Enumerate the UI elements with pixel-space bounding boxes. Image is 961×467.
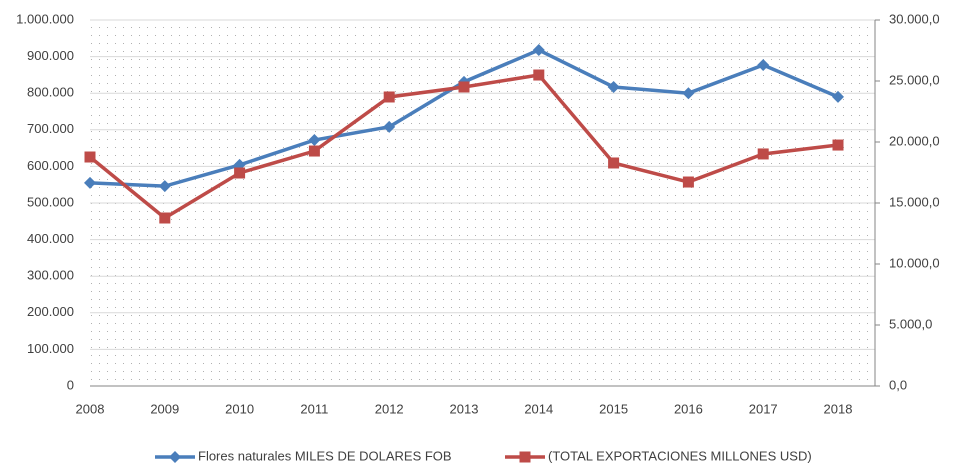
point bbox=[832, 139, 844, 151]
y-tick-label: 900.000 bbox=[27, 48, 74, 63]
point bbox=[158, 180, 171, 193]
x-tick-label: 2012 bbox=[375, 401, 404, 416]
point bbox=[458, 81, 470, 93]
point bbox=[607, 80, 620, 93]
point bbox=[757, 59, 770, 72]
point bbox=[682, 176, 694, 188]
y-tick-label: 200.000 bbox=[27, 304, 74, 319]
point bbox=[84, 151, 96, 163]
y-tick-label: 600.000 bbox=[27, 158, 74, 173]
y-tick-label: 800.000 bbox=[27, 85, 74, 100]
y2-tick-label: 25.000,0 bbox=[889, 72, 940, 87]
point bbox=[308, 145, 320, 157]
x-tick-label: 2015 bbox=[599, 401, 628, 416]
point bbox=[383, 120, 396, 133]
y-tick-label: 100.000 bbox=[27, 341, 74, 356]
y2-tick-label: 0,0 bbox=[889, 377, 907, 392]
point bbox=[159, 212, 171, 224]
y2-tick-label: 10.000,0 bbox=[889, 255, 940, 270]
point bbox=[234, 167, 246, 179]
y-tick-label: 0 bbox=[67, 377, 74, 392]
y-tick-label: 400.000 bbox=[27, 231, 74, 246]
x-tick-label: 2014 bbox=[524, 401, 553, 416]
point bbox=[608, 157, 620, 169]
point bbox=[383, 91, 395, 103]
x-tick-label: 2017 bbox=[749, 401, 778, 416]
point bbox=[84, 176, 96, 189]
legend-marker bbox=[519, 451, 531, 463]
x-tick-label: 2010 bbox=[225, 401, 254, 416]
x-tick-label: 2011 bbox=[300, 401, 328, 416]
x-tick-label: 2008 bbox=[76, 401, 105, 416]
point bbox=[308, 134, 321, 147]
point bbox=[682, 87, 695, 100]
x-tick-label: 2018 bbox=[824, 401, 853, 416]
y-tick-label: 700.000 bbox=[27, 121, 74, 136]
y-tick-label: 500.000 bbox=[27, 194, 74, 209]
x-tick-label: 2016 bbox=[674, 401, 703, 416]
x-tick-label: 2013 bbox=[450, 401, 479, 416]
legend-label: (TOTAL EXPORTACIONES MILLONES USD) bbox=[548, 448, 812, 463]
legend-label: Flores naturales MILES DE DOLARES FOB bbox=[198, 448, 452, 463]
legend-marker bbox=[169, 451, 181, 463]
y2-tick-label: 15.000,0 bbox=[889, 194, 940, 209]
point bbox=[832, 90, 844, 103]
x-tick-label: 2009 bbox=[150, 401, 179, 416]
y2-tick-label: 20.000,0 bbox=[889, 133, 940, 148]
point bbox=[532, 44, 545, 57]
y-tick-label: 1.000.000 bbox=[16, 11, 74, 26]
y2-tick-label: 5.000,0 bbox=[889, 316, 932, 331]
point bbox=[533, 69, 545, 81]
y-tick-label: 300.000 bbox=[27, 268, 74, 283]
y2-tick-label: 30.000,0 bbox=[889, 11, 940, 26]
point bbox=[757, 148, 769, 160]
